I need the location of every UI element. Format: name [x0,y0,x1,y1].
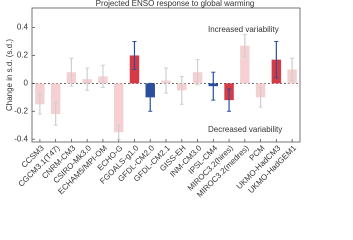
bar [50,83,61,115]
bar [113,83,124,133]
annotation: Decreased variability [208,125,282,134]
y-tick-label: 0.2 [17,51,29,60]
y-tick-label: 0 [24,78,29,87]
bar [240,45,250,84]
chart-title: Projected ENSO response to global warmin… [96,0,255,8]
y-axis-label: Change in s.d. (s.d.) [5,39,14,111]
y-tick-label: -0.4 [14,134,28,143]
annotation: Increased variability [208,25,279,34]
y-tick-label: 0.4 [17,23,29,32]
y-tick-label: -0.2 [14,106,28,115]
bar [35,83,45,105]
chart: Projected ENSO response to global warmin… [5,0,301,199]
